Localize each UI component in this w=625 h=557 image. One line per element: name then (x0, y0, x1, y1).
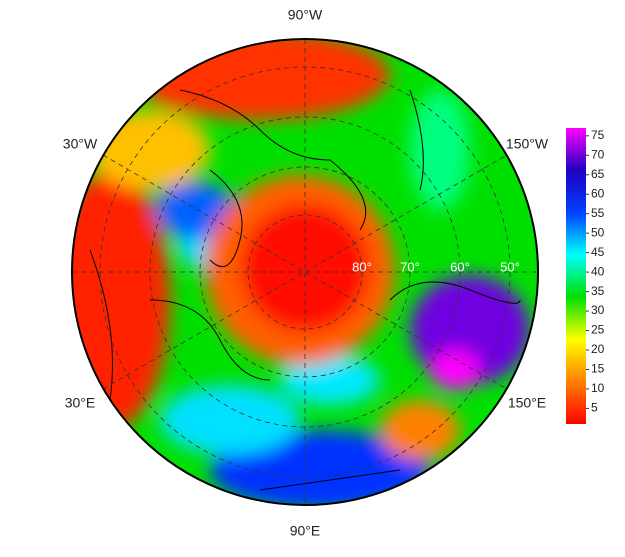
lat-label: 60° (450, 259, 470, 274)
colorbar-gradient (566, 128, 586, 424)
colorbar-tick-label: 10 (591, 381, 605, 395)
lon-label: 30°E (65, 395, 96, 411)
map-border (71, 38, 539, 506)
lon-label: 30°W (63, 136, 98, 152)
lon-label: 150°W (506, 136, 549, 152)
colorbar-tick-label: 30 (591, 303, 605, 317)
colorbar-tick-label: 70 (591, 147, 605, 161)
colorbar-tick-label: 40 (591, 264, 605, 278)
field (72, 39, 538, 505)
coastlines (89, 89, 521, 491)
colorbar-tick-label: 20 (591, 342, 605, 356)
graticule (72, 39, 538, 505)
colorbar-tick-label: 75 (591, 128, 605, 142)
colorbar-tick-label: 25 (591, 323, 605, 337)
lon-label: 90°E (290, 523, 321, 539)
lon-label: 90°W (288, 7, 323, 23)
colorbar-tick-label: 35 (591, 284, 605, 298)
colorbar-tick-label: 55 (591, 206, 605, 220)
lat-label: 70° (400, 259, 420, 274)
lat-label: 80° (352, 259, 372, 274)
colorbar-tick-label: 65 (591, 167, 605, 181)
lat-label: 50° (500, 259, 520, 274)
colorbar-tick-label: 5 (591, 401, 598, 415)
colorbar-tick-label: 50 (591, 225, 605, 239)
colorbar: 5 10 15 20 25 30 35 40 45 50 55 60 65 70 75 (566, 128, 605, 424)
colorbar-tick-label: 45 (591, 245, 605, 259)
lon-label: 150°E (508, 395, 546, 411)
colorbar-tick-label: 60 (591, 186, 605, 200)
colorbar-tick-label: 15 (591, 362, 605, 376)
